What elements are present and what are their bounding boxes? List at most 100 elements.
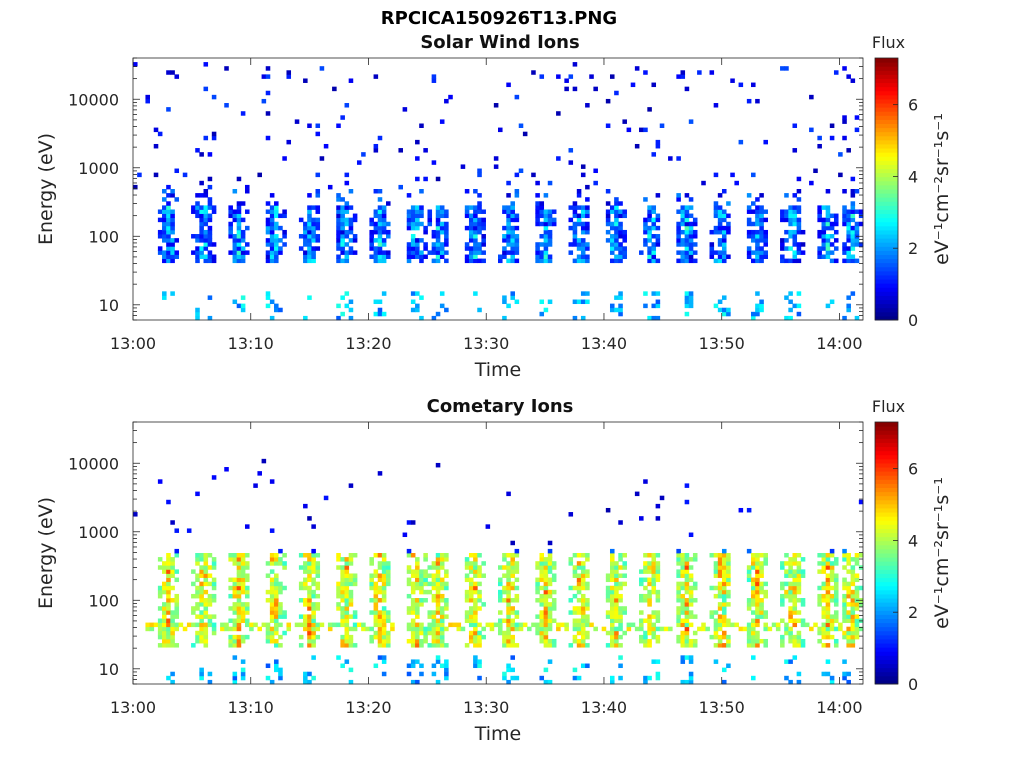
spectrogram-cell [688,638,694,644]
spectrogram-cell [439,598,445,603]
spectrogram-cell [784,66,789,71]
spectrogram-cell [502,553,507,558]
spectrogram-cell [464,205,470,210]
spectrogram-cell [427,626,433,632]
spectrogram-cell [473,561,478,566]
spectrogram-cell [174,602,180,607]
spectrogram-cell [506,610,511,615]
spectrogram-cell [170,585,175,591]
spectrogram-cell [717,565,723,570]
spectrogram-cell [377,471,383,476]
spectrogram-cell [605,573,611,578]
spectrogram-cell [796,250,802,255]
spectrogram-cell [709,610,715,615]
spectrogram-cell [203,221,209,227]
spectrogram-cell [410,622,416,628]
spectrogram-cell [228,205,233,210]
spectrogram-cell [199,229,204,235]
spectrogram-cell [705,626,710,632]
spectrogram-cell [373,589,379,595]
spectrogram-cell [514,626,520,632]
spectrogram-cell [618,303,623,309]
spectrogram-cell [651,561,657,566]
colorbar-segment [875,217,898,223]
spectrogram-cell [721,238,727,243]
spectrogram-cell [717,307,723,313]
spectrogram-cell [634,491,640,497]
spectrogram-cell [199,634,204,640]
spectrogram-cell [647,254,652,259]
spectrogram-cell [502,671,507,677]
spectrogram-cell [788,598,793,603]
y-axis-label: Energy (eV) [35,497,57,609]
spectrogram-cell [726,553,731,558]
y-tick-label: 100 [88,227,119,246]
spectrogram-cell [439,254,445,259]
spectrogram-cell [676,74,681,79]
spectrogram-cell [551,217,557,223]
spectrogram-cell [655,569,661,574]
spectrogram-cell [829,242,835,247]
spectrogram-cell [572,213,578,219]
spectrogram-cell [751,634,756,640]
spectrogram-cell [502,234,507,239]
spectrogram-cell [792,585,798,591]
spectrogram-cell [721,573,727,578]
spectrogram-cell [543,598,549,603]
spectrogram-cell [643,630,648,636]
spectrogram-cell [572,675,578,681]
spectrogram-cell [195,589,200,595]
spectrogram-cell [203,238,209,243]
spectrogram-cell [423,176,428,182]
spectrogram-cell [153,172,159,178]
spectrogram-cells [133,458,864,685]
spectrogram-cell [427,589,433,595]
spectrogram-cell [195,209,200,214]
spectrogram-cell [684,217,690,223]
spectrogram-cell [468,213,474,219]
spectrogram-cell [481,634,486,640]
spectrogram-cell [535,630,540,636]
spectrogram-cell [170,213,175,219]
spectrogram-cell [236,557,242,562]
spectrogram-cell [381,618,387,623]
spectrogram-cell [502,589,507,595]
spectrogram-cell [564,86,569,92]
spectrogram-cell [431,593,437,599]
colorbar-segment [875,569,898,574]
spectrogram-cell [464,254,470,259]
spectrogram-cell [726,634,731,640]
spectrogram-cell [601,626,607,632]
spectrogram-cell [369,638,374,644]
spectrogram-cell [746,205,752,210]
spectrogram-cell [643,238,648,243]
spectrogram-cell [751,557,756,562]
spectrogram-cell [444,221,449,227]
spectrogram-cell [572,225,578,231]
spectrogram-cell [796,246,802,251]
spectrogram-cell [547,610,553,615]
spectrogram-cell [535,180,540,186]
spectrogram-cell [468,246,474,251]
x-tick-label: 13:40 [581,698,627,717]
spectrogram-cell [551,602,557,607]
spectrogram-cell [282,156,287,161]
spectrogram-cell [742,626,748,632]
spectrogram-cell [381,606,387,611]
spectrogram-cell [203,234,209,239]
spectrogram-cell [307,614,312,619]
spectrogram-cell [307,229,312,235]
spectrogram-cell [684,679,690,685]
spectrogram-cell [166,70,171,75]
spectrogram-cell [763,589,768,595]
spectrogram-cell [680,242,686,247]
spectrogram-cell [647,638,652,644]
spectrogram-cell [709,70,715,75]
spectrogram-cell [609,225,615,231]
spectrogram-cell [763,557,768,562]
spectrogram-cell [468,229,474,235]
spectrogram-cell [684,258,690,264]
spectrogram-cell [684,250,690,255]
spectrogram-cell [829,569,835,574]
spectrogram-cell [431,577,437,583]
